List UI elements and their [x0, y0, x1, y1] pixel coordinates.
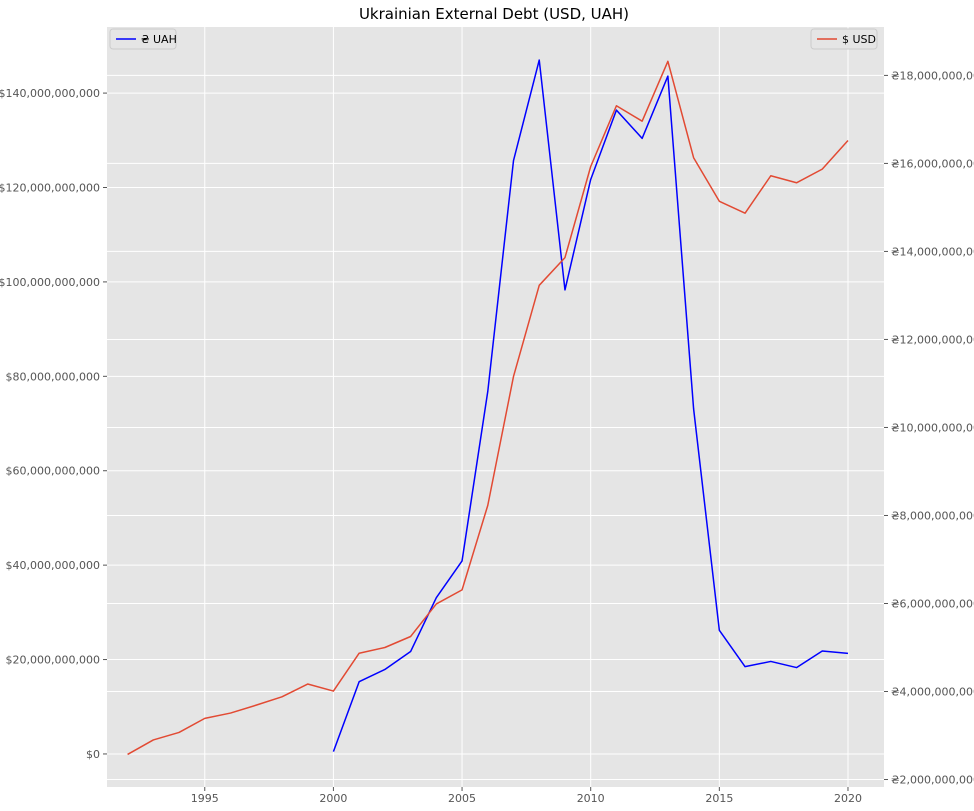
- y-right-tick-label: ₴4,000,000,000: [891, 686, 974, 699]
- chart-title: Ukrainian External Debt (USD, UAH): [359, 5, 629, 23]
- y-right-tick-label: ₴6,000,000,000: [891, 597, 974, 610]
- y-right-tick-label: ₴18,000,000,000: [891, 69, 974, 82]
- legend-uah: ₴ UAH: [109, 28, 177, 50]
- legend-usd: $ USD: [810, 28, 878, 50]
- y-left-tick-label: $40,000,000,000: [6, 559, 100, 572]
- y-right-tick-label: ₴10,000,000,000: [891, 421, 974, 434]
- y-right-tick-label: ₴8,000,000,000: [891, 509, 974, 522]
- plot-area: [107, 27, 884, 787]
- series-layer: [127, 59, 849, 756]
- legend-label: ₴ UAH: [141, 33, 177, 46]
- y-left-tick-label: $20,000,000,000: [6, 654, 100, 667]
- legend-box: [810, 28, 878, 50]
- x-tick-label: 2005: [448, 792, 476, 805]
- y-axis-right: ₴2,000,000,000 ₴4,000,000,000 ₴6,000,000,0…: [884, 69, 974, 787]
- legend-label: $ USD: [842, 33, 876, 46]
- y-left-tick-label: $60,000,000,000: [6, 465, 100, 478]
- y-right-tick-label: ₴14,000,000,000: [891, 245, 974, 258]
- y-left-tick-label: $140,000,000,000: [0, 87, 100, 100]
- y-left-tick-label: $100,000,000,000: [0, 276, 100, 289]
- x-axis: 1995 2000 2005 2010 2015 2020: [191, 787, 862, 805]
- x-tick-label: 2000: [319, 792, 347, 805]
- x-tick-label: 1995: [191, 792, 219, 805]
- legend-box: [109, 28, 177, 50]
- x-tick-label: 2010: [577, 792, 605, 805]
- series-line-uah: [332, 59, 849, 752]
- x-tick-label: 2015: [705, 792, 733, 805]
- x-tick-label: 2020: [834, 792, 862, 805]
- y-right-tick-label: ₴2,000,000,000: [891, 774, 974, 787]
- series-line-usd: [127, 60, 849, 756]
- y-right-tick-label: ₴16,000,000,000: [891, 157, 974, 170]
- y-left-tick-label: $120,000,000,000: [0, 181, 100, 194]
- y-left-tick-label: $80,000,000,000: [6, 370, 100, 383]
- y-left-tick-label: $0: [86, 748, 100, 761]
- y-axis-left: $0 $20,000,000,000 $40,000,000,000 $60,000,…: [0, 87, 107, 761]
- grid: [107, 27, 884, 787]
- y-right-tick-label: ₴12,000,000,000: [891, 333, 974, 346]
